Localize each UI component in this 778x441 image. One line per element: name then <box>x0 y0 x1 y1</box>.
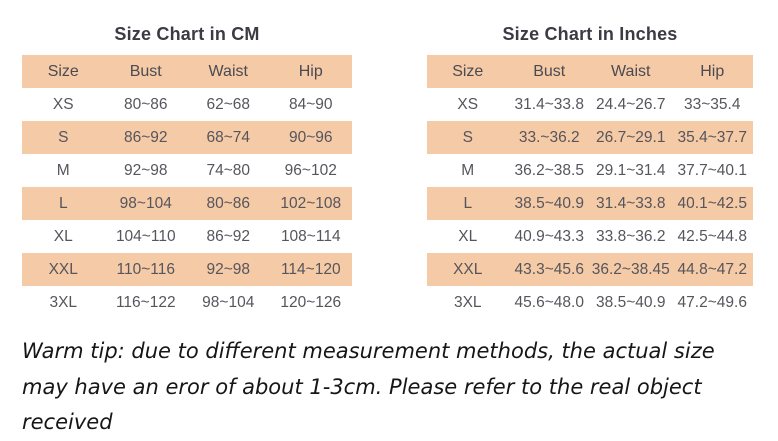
column-header-bust: Bust <box>129 62 162 80</box>
table-row: L 38.5~40.9 31.4~33.8 40.1~42.5 <box>427 187 753 220</box>
size-cell: XS <box>457 95 479 113</box>
size-cell: 3XL <box>453 293 482 311</box>
column-header-waist: Waist <box>208 62 248 80</box>
table-row: M 36.2~38.5 29.1~31.4 37.7~40.1 <box>427 154 753 187</box>
measurement-cell: 108~114 <box>280 227 341 245</box>
measurement-cell: 33.8~36.2 <box>596 227 666 245</box>
size-cell: XL <box>458 227 478 245</box>
measurement-cell: 36.2~38.5 <box>514 161 584 179</box>
column-header-size: Size <box>452 62 484 80</box>
size-chart-cm-table: Size Bust Waist Hip XS 80~86 62~68 84~90 S 86~92 6… <box>22 55 352 319</box>
header-row: Size Bust Waist Hip <box>427 55 753 88</box>
measurement-cell: 40.1~42.5 <box>677 194 747 212</box>
measurement-cell: 68~74 <box>206 128 251 146</box>
measurement-cell: 98~104 <box>119 194 172 212</box>
column-header-bust: Bust <box>533 62 566 80</box>
measurement-cell: 114~120 <box>280 260 341 278</box>
measurement-cell: 29.1~31.4 <box>596 161 666 179</box>
size-cell: S <box>462 128 473 146</box>
measurement-cell: 98~104 <box>202 293 255 311</box>
measurement-cell: 42.5~44.8 <box>677 227 747 245</box>
measurement-cell: 45.6~48.0 <box>514 293 584 311</box>
table-row: XXL 110~116 92~98 114~120 <box>22 253 352 286</box>
measurement-cell: 44.8~47.2 <box>677 260 747 278</box>
measurement-cell: 80~86 <box>123 95 168 113</box>
size-cell: M <box>56 161 70 179</box>
table-row: M 92~98 74~80 96~102 <box>22 154 352 187</box>
measurement-cell: 43.3~45.6 <box>514 260 584 278</box>
header-row: Size Bust Waist Hip <box>22 55 352 88</box>
size-cell: S <box>58 128 69 146</box>
measurement-cell: 47.2~49.6 <box>677 293 747 311</box>
size-chart-cm-section: Size Chart in CM Size Bust Waist Hip XS 80~86 6… <box>22 24 352 319</box>
table-row: XS 31.4~33.8 24.4~26.7 33~35.4 <box>427 88 753 121</box>
measurement-cell: 33~35.4 <box>684 95 741 113</box>
size-cell: M <box>461 161 475 179</box>
measurement-cell: 31.4~33.8 <box>514 95 584 113</box>
size-chart-cm-title: Size Chart in CM <box>114 24 260 44</box>
measurement-cell: 96~102 <box>284 161 337 179</box>
size-cell: L <box>58 194 68 212</box>
size-chart-inches-title: Size Chart in Inches <box>502 24 678 44</box>
warm-tip-note: Warm tip: due to different measurement m… <box>22 339 715 435</box>
column-header-waist: Waist <box>611 62 651 80</box>
charts-row: Size Chart in CM Size Bust Waist Hip XS 80~86 6… <box>22 24 753 319</box>
measurement-cell: 90~96 <box>288 128 333 146</box>
measurement-cell: 116~122 <box>115 293 176 311</box>
measurement-cell: 80~86 <box>206 194 251 212</box>
table-row: XS 80~86 62~68 84~90 <box>22 88 352 121</box>
size-cell: XL <box>53 227 73 245</box>
table-row: S 33.~36.2 26.7~29.1 35.4~37.7 <box>427 121 753 154</box>
table-row: L 98~104 80~86 102~108 <box>22 187 352 220</box>
measurement-cell: 38.5~40.9 <box>596 293 666 311</box>
measurement-cell: 26.7~29.1 <box>596 128 666 146</box>
table-row: S 86~92 68~74 90~96 <box>22 121 352 154</box>
table-row: XXL 43.3~45.6 36.2~38.45 44.8~47.2 <box>427 253 753 286</box>
measurement-cell: 120~126 <box>280 293 342 311</box>
measurement-cell: 38.5~40.9 <box>514 194 584 212</box>
measurement-cell: 35.4~37.7 <box>677 128 747 146</box>
measurement-cell: 37.7~40.1 <box>677 161 747 179</box>
measurement-cell: 84~90 <box>288 95 333 113</box>
table-row: XL 40.9~43.3 33.8~36.2 42.5~44.8 <box>427 220 753 253</box>
measurement-cell: 86~92 <box>206 227 251 245</box>
size-cell: XS <box>52 95 74 113</box>
size-cell: 3XL <box>49 293 78 311</box>
measurement-cell: 33.~36.2 <box>518 128 580 146</box>
measurement-cell: 40.9~43.3 <box>514 227 584 245</box>
column-header-size: Size <box>47 62 79 80</box>
measurement-cell: 36.2~38.45 <box>591 260 670 278</box>
column-header-hip: Hip <box>700 62 725 80</box>
measurement-cell: 104~110 <box>115 227 176 245</box>
measurement-cell: 92~98 <box>123 161 168 179</box>
measurement-cell: 102~108 <box>280 194 342 212</box>
size-chart-inches-section: Size Chart in Inches Size Bust Waist Hip XS 31… <box>427 24 753 319</box>
table-row: 3XL 45.6~48.0 38.5~40.9 47.2~49.6 <box>427 286 753 319</box>
measurement-cell: 74~80 <box>206 161 251 179</box>
size-cell: XXL <box>48 260 78 278</box>
table-row: 3XL 116~122 98~104 120~126 <box>22 286 352 319</box>
column-header-hip: Hip <box>298 62 323 80</box>
table-row: XL 104~110 86~92 108~114 <box>22 220 352 253</box>
size-chart-inches-table: Size Bust Waist Hip XS 31.4~33.8 24.4~26.7 33~3… <box>427 55 753 319</box>
measurement-cell: 31.4~33.8 <box>596 194 666 212</box>
measurement-cell: 86~92 <box>123 128 168 146</box>
measurement-cell: 92~98 <box>206 260 251 278</box>
measurement-cell: 24.4~26.7 <box>596 95 666 113</box>
size-cell: XXL <box>453 260 483 278</box>
size-cell: L <box>463 194 473 212</box>
measurement-cell: 62~68 <box>206 95 251 113</box>
measurement-cell: 110~116 <box>116 260 175 278</box>
